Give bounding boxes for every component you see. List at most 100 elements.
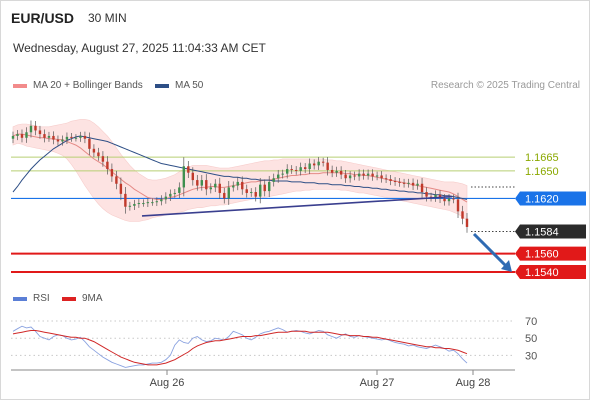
candle-body: [142, 203, 145, 205]
candle-body: [178, 187, 181, 193]
candle-body: [317, 161, 320, 166]
forecast-arrow-shaft: [472, 232, 508, 268]
candle-body: [205, 180, 208, 190]
level-1-1540-tag: [515, 265, 586, 279]
candle-body: [272, 178, 275, 182]
candle-body: [303, 167, 307, 170]
candle-body: [196, 180, 199, 186]
candle-body: [160, 199, 163, 202]
candle-body: [263, 184, 266, 192]
datetime-label: Wednesday, August 27, 2025 11:04:33 AM C…: [13, 41, 266, 55]
candle-body: [254, 192, 257, 197]
candle-body: [34, 125, 37, 131]
legend-swatch-ma20: [13, 83, 27, 88]
credit-text: Research © 2025 Trading Central: [430, 80, 580, 91]
candle-body: [97, 152, 100, 157]
legend-ma20-bb: MA 20 + Bollinger Bands: [13, 80, 143, 91]
candle-body: [456, 199, 460, 212]
candle-body: [182, 166, 186, 188]
candle-body: [312, 163, 316, 166]
candle-body: [209, 187, 212, 190]
candle-body: [92, 148, 96, 153]
candle-body: [389, 179, 392, 181]
candle-body: [38, 130, 42, 135]
candle-body: [83, 135, 87, 139]
legend-label-9ma: 9MA: [82, 293, 103, 304]
candle-body: [200, 180, 203, 186]
candle-body: [299, 167, 302, 171]
trend-line: [141, 195, 453, 217]
candle-body: [25, 132, 28, 138]
candle-body: [227, 187, 230, 199]
candle-body: [339, 170, 343, 175]
candle-body: [335, 170, 338, 173]
candle-body: [330, 169, 334, 173]
rsi-9ma-line: [12, 330, 468, 366]
candle-body: [434, 194, 437, 198]
candle-body: [191, 172, 195, 181]
candle-body: [106, 161, 109, 170]
candle-body: [411, 182, 415, 186]
level-1-1584-label: 1.1584: [525, 227, 559, 239]
candle-body: [16, 134, 19, 136]
candle-body: [380, 175, 383, 179]
candle-body: [214, 183, 217, 188]
candle-body: [155, 201, 159, 203]
candle-body: [308, 163, 311, 170]
x-tick-label: Aug 26: [150, 377, 185, 389]
candle-body: [187, 166, 190, 173]
candle-body: [245, 189, 248, 193]
candle-body: [65, 136, 69, 140]
level-1-1620-tag: [515, 191, 586, 206]
candle-body: [151, 202, 154, 204]
legend-label-ma20: MA 20 + Bollinger Bands: [33, 80, 143, 91]
candle-body: [236, 181, 239, 186]
level-1-1584-tag: [515, 224, 586, 239]
candle-body: [47, 135, 51, 138]
candle-body: [250, 192, 253, 194]
legend-9ma: 9MA: [62, 293, 103, 304]
candle-body: [285, 169, 289, 174]
candle-body: [20, 134, 24, 138]
candle-body: [164, 196, 168, 200]
candle-body: [101, 156, 105, 162]
candle-body: [384, 178, 388, 180]
ma50-line: [12, 135, 468, 200]
candle-body: [321, 161, 325, 163]
candle-body: [52, 135, 55, 140]
candle-body: [294, 169, 298, 171]
level-1-1540-label: 1.1540: [525, 267, 559, 279]
candle-body: [425, 192, 428, 197]
legend-label-rsi: RSI: [33, 293, 50, 304]
candle-body: [43, 134, 46, 138]
rsi-tick-70: 70: [525, 316, 537, 328]
level-1-1560-label: 1.1560: [525, 249, 559, 261]
x-tick-label: Aug 28: [456, 377, 491, 389]
legend-swatch-9ma: [62, 296, 76, 301]
candle-body: [115, 176, 118, 184]
candle-body: [371, 173, 374, 177]
candle-body: [223, 192, 226, 199]
candle-body: [137, 203, 141, 205]
candle-body: [402, 182, 406, 184]
level-1-1620-label: 1.1620: [525, 193, 559, 205]
candle-body: [348, 175, 352, 179]
timeframe-label: 30 MIN: [88, 11, 127, 25]
candle-body: [366, 173, 370, 176]
candle-body: [393, 180, 397, 182]
candle-body: [290, 169, 293, 171]
candle-body: [461, 211, 464, 219]
candle-body: [173, 192, 177, 194]
legend-ma50: MA 50: [155, 80, 203, 91]
candle-body: [407, 182, 410, 184]
candle-body: [443, 198, 446, 202]
candle-body: [259, 184, 262, 197]
legend-swatch-ma50: [155, 83, 169, 88]
candle-body: [74, 137, 78, 139]
candle-body: [241, 181, 244, 190]
candle-body: [268, 181, 271, 192]
legend-rsi: RSI: [13, 293, 50, 304]
candle-body: [119, 183, 123, 194]
candle-body: [169, 193, 172, 197]
candle-body: [375, 175, 379, 177]
